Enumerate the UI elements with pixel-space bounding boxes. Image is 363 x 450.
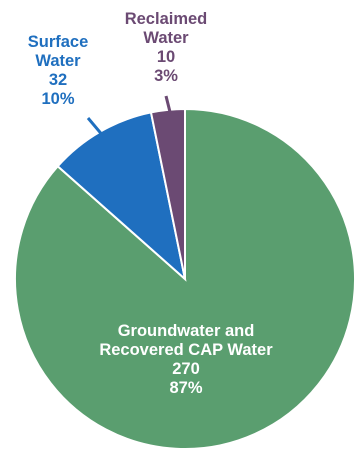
data-label-surface-water: Surface Water 32 10% (28, 33, 89, 108)
leader-line-surface-water (86, 117, 106, 138)
leader-lines (86, 95, 172, 138)
data-label-groundwater-and-recovered-cap-water: Groundwater and Recovered CAP Water 270 87% (99, 322, 273, 397)
data-label-reclaimed-water: Reclaimed Water 10 3% (125, 10, 208, 85)
pie-slice-reclaimed-water (149, 107, 186, 280)
pie-slices (14, 107, 356, 450)
leader-line-reclaimed-water (164, 95, 172, 113)
slice-labels: Groundwater and Recovered CAP Water 270 87%… (28, 10, 273, 397)
